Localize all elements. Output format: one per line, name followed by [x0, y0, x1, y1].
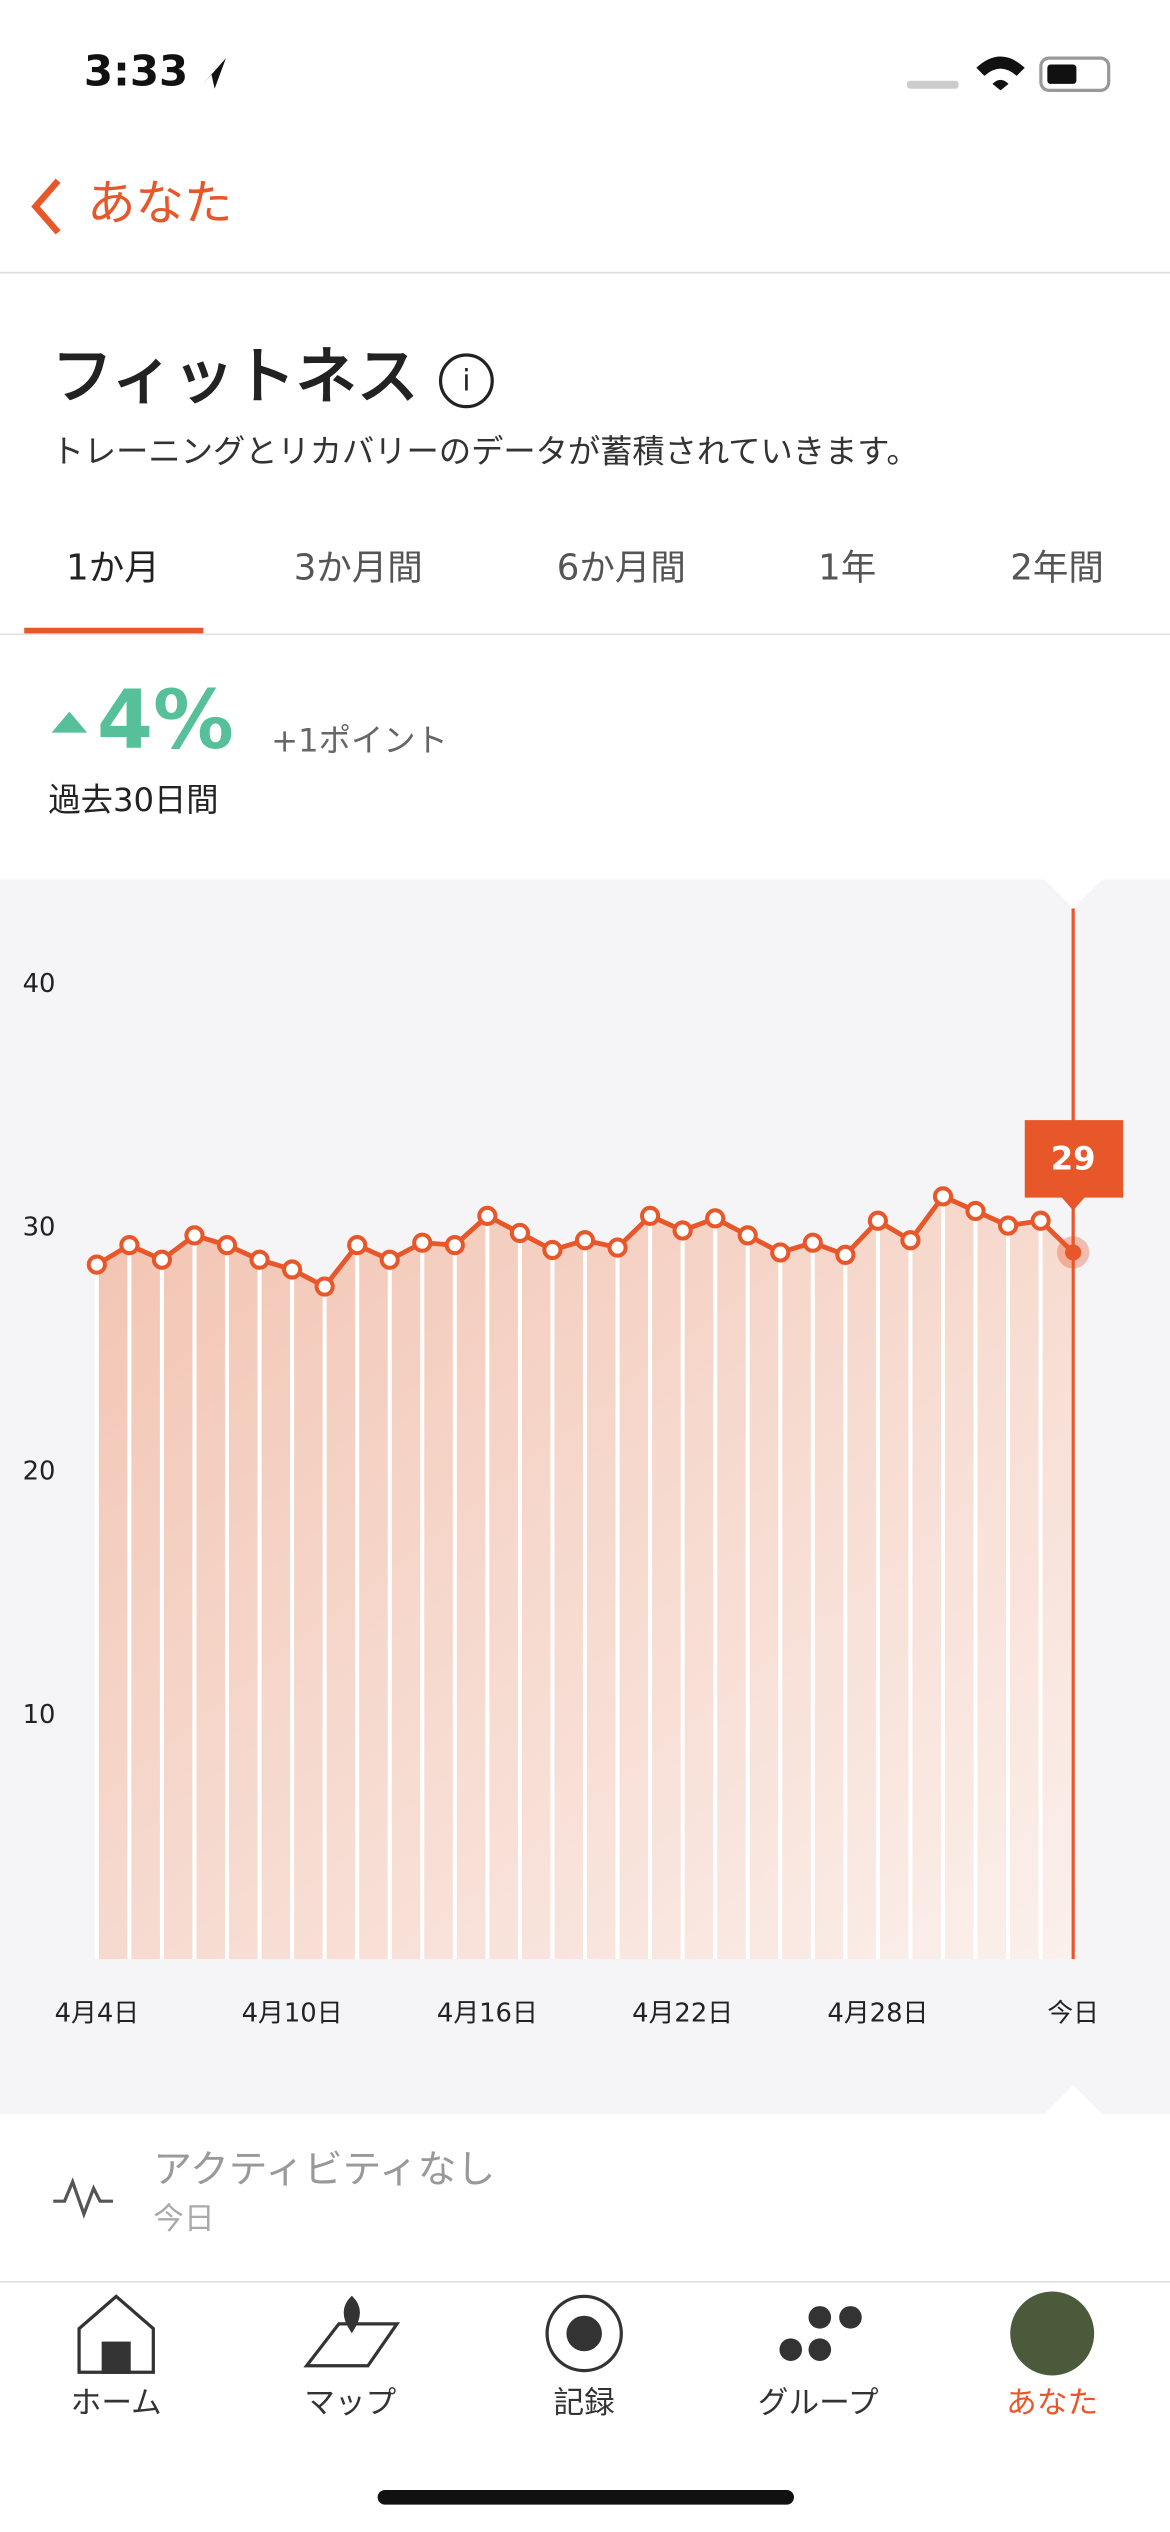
point[interactable] — [835, 1244, 856, 1265]
point[interactable] — [965, 1200, 986, 1222]
point[interactable] — [314, 1276, 335, 1297]
point[interactable] — [1030, 1210, 1051, 1231]
tooltip — [1024, 1120, 1124, 1211]
status-time: 3:33 — [84, 47, 188, 96]
point[interactable] — [640, 1205, 661, 1226]
point[interactable] — [900, 1230, 921, 1251]
point[interactable] — [542, 1239, 563, 1261]
point[interactable] — [249, 1249, 270, 1270]
point[interactable] — [282, 1259, 303, 1280]
tab[interactable]: 6か月間 — [557, 548, 686, 589]
point[interactable] — [379, 1249, 400, 1270]
info-icon[interactable] — [438, 353, 494, 409]
y-tick-label: 10 — [23, 1700, 56, 1730]
tab-indicator — [24, 627, 204, 635]
point[interactable] — [184, 1225, 205, 1246]
x-tick-label: 4月10日 — [242, 1998, 343, 2028]
point[interactable] — [509, 1222, 530, 1244]
tab[interactable]: 1年 — [818, 548, 876, 589]
nav-label[interactable]: ホーム — [71, 2386, 162, 2421]
point[interactable] — [867, 1210, 888, 1231]
change-value: 4% — [97, 674, 234, 768]
point[interactable] — [672, 1220, 693, 1241]
x-tick-label: 4月22日 — [632, 1998, 733, 2028]
y-tick-label: 30 — [23, 1213, 56, 1243]
point[interactable] — [997, 1215, 1019, 1236]
point[interactable] — [607, 1237, 628, 1258]
point[interactable] — [770, 1242, 791, 1263]
point[interactable] — [412, 1232, 433, 1253]
activity-icon — [53, 2177, 113, 2219]
point[interactable] — [737, 1225, 758, 1246]
activity-date: 今日 — [153, 2202, 214, 2237]
nav-label[interactable]: マップ — [304, 2386, 396, 2421]
y-tick-label: 20 — [23, 1456, 56, 1486]
back-label[interactable]: あなた — [87, 176, 232, 232]
back-icon[interactable] — [31, 178, 61, 235]
points-change: +1ポイント — [271, 721, 448, 759]
selected-point[interactable] — [1065, 1244, 1082, 1261]
nav-label[interactable]: グループ — [758, 2386, 879, 2421]
point[interactable] — [151, 1249, 173, 1270]
nav-label[interactable]: 記録 — [554, 2386, 615, 2421]
location-icon — [201, 58, 226, 89]
tab[interactable]: 3か月間 — [294, 548, 423, 589]
point[interactable] — [705, 1208, 726, 1229]
page-title: フィットネス — [52, 341, 419, 412]
x-tick-label: 4月16日 — [437, 1998, 538, 2028]
point[interactable] — [119, 1235, 140, 1256]
point[interactable] — [216, 1235, 238, 1256]
period-label: 過去30日間 — [48, 781, 218, 819]
status-icons — [906, 56, 1111, 92]
tab[interactable]: 2年間 — [1010, 548, 1104, 589]
nav-icons — [77, 2291, 1095, 2376]
y-tick-label: 40 — [23, 969, 56, 999]
point[interactable] — [477, 1205, 498, 1226]
tooltip-value: 29 — [1051, 1139, 1096, 1177]
activity-title: アクティビティなし — [153, 2148, 495, 2193]
tab[interactable]: 1か月 — [66, 548, 160, 589]
info-i[interactable]: i — [462, 363, 470, 397]
subtitle: トレーニングとリカバリーのデータが蓄積されていきます。 — [52, 432, 919, 470]
x-tick-label: 今日 — [1047, 1998, 1099, 2028]
x-tick-label: 4月28日 — [827, 1998, 928, 2028]
home-indicator — [377, 2490, 794, 2505]
point[interactable] — [574, 1230, 596, 1251]
point[interactable] — [932, 1186, 954, 1207]
up-arrow — [51, 711, 88, 733]
point[interactable] — [444, 1235, 465, 1256]
point[interactable] — [802, 1232, 823, 1253]
point[interactable] — [347, 1235, 368, 1256]
x-tick-label: 4月4日 — [55, 1998, 139, 2028]
nav-label[interactable]: あなた — [1006, 2386, 1098, 2421]
point[interactable] — [86, 1254, 107, 1275]
